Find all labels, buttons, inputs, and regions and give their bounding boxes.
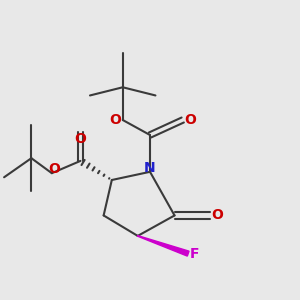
Text: F: F (190, 247, 200, 261)
Text: O: O (109, 113, 121, 127)
Text: O: O (184, 113, 196, 127)
Text: O: O (74, 132, 86, 146)
Text: O: O (49, 162, 61, 176)
Polygon shape (138, 236, 189, 256)
Text: N: N (144, 161, 156, 175)
Text: O: O (211, 208, 223, 223)
